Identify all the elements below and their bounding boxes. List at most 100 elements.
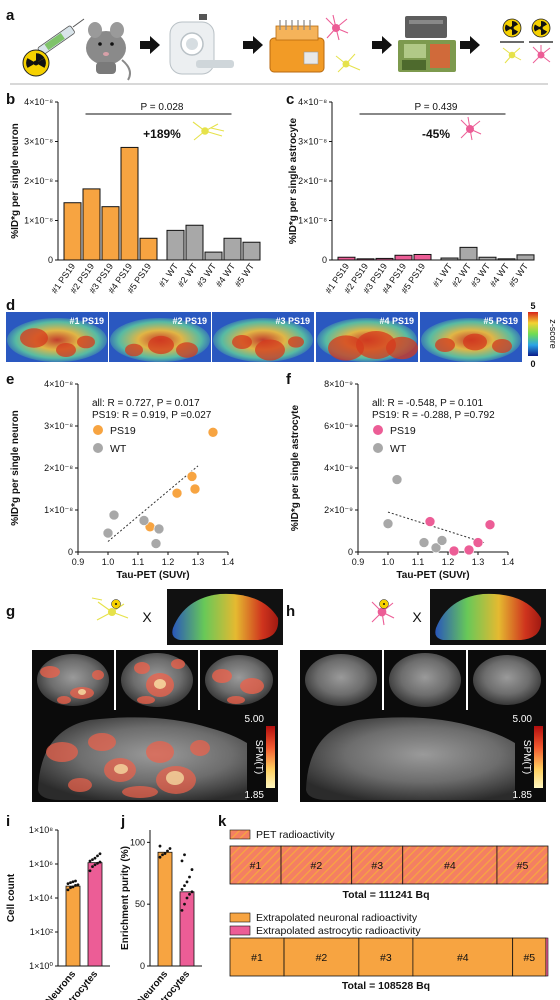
segment-label: #1	[251, 952, 263, 964]
k-total-pet: Total = 111241 Bq	[342, 889, 429, 901]
y-tick-label: 6×10⁻⁹	[324, 421, 353, 431]
y-tick-label: 4×10⁻⁹	[324, 463, 353, 473]
cbar-min: 0	[530, 359, 535, 369]
bar	[356, 258, 375, 261]
stats-all: all: R = -0.548, P = 0.101	[372, 398, 483, 409]
panel-h: X 5.00 1.85 SPM(T)	[300, 589, 546, 802]
replicate-point	[96, 854, 99, 858]
y-axis-label: %ID*g per single neuron	[10, 123, 21, 239]
hot-spot	[125, 343, 143, 357]
replicate-point	[93, 863, 97, 867]
y-tick-label: 0	[348, 547, 353, 557]
replicate-point	[98, 860, 102, 864]
stats-ps19: PS19: R = -0.288, P =0.792	[372, 410, 495, 421]
replicate-point	[180, 908, 184, 912]
stats-all: all: R = 0.727, P = 0.017	[92, 398, 200, 409]
x-tick-label: 1.0	[382, 557, 395, 567]
legend-pet: PET radioactivity	[256, 829, 335, 841]
y-tick-label: 0	[322, 255, 327, 265]
legend-marker	[373, 425, 383, 435]
replicate-point	[91, 858, 94, 862]
legend-marker	[93, 425, 103, 435]
x-tick-label: 1.1	[132, 557, 145, 567]
panel-letter-c: c	[286, 91, 294, 108]
p-value: P = 0.439	[415, 102, 458, 113]
replicate-point	[163, 852, 167, 855]
arrow-icon	[243, 36, 263, 54]
spm-colorbar	[266, 726, 275, 788]
spm-max: 5.00	[513, 714, 533, 725]
replicate-point	[161, 853, 164, 857]
y-axis-label: %ID*g per single neuron	[10, 410, 21, 526]
replicate-point	[93, 856, 97, 860]
replicate-point	[180, 859, 184, 863]
spm-title: SPM(T)	[253, 740, 264, 774]
brain-map-label: #4 PS19	[379, 316, 414, 326]
x-axis-label: Tau-PET (SUVr)	[396, 570, 469, 581]
y-tick-label: 0	[140, 961, 145, 971]
segment-label: #1	[250, 860, 262, 872]
replicate-point	[76, 883, 80, 887]
replicate-point	[88, 869, 92, 873]
data-point	[448, 545, 460, 557]
panel-letter-h: h	[286, 603, 295, 620]
x-tick-label: 0.9	[352, 557, 365, 567]
spm-title: SPM(T)	[521, 740, 532, 774]
segment-label: #4	[444, 860, 456, 872]
panel-letter-g: g	[6, 603, 15, 620]
y-tick-label: 1×10⁻⁸	[24, 216, 53, 226]
replicate-point	[188, 892, 191, 896]
y-tick-label: 2×10⁻⁸	[24, 176, 53, 186]
replicate-point	[183, 884, 186, 888]
bar	[204, 251, 223, 261]
replicate-point	[98, 852, 102, 856]
legend-swatch-neuron	[229, 912, 251, 923]
legend-swatch-pet	[229, 829, 251, 840]
astrocyte-icon	[325, 14, 349, 41]
data-point	[207, 426, 219, 438]
replicate-point	[185, 896, 189, 900]
x-tick-label: 1.1	[412, 557, 425, 567]
legend-marker	[373, 443, 383, 453]
panel-g: X	[32, 589, 283, 802]
y-tick-label: 1×10⁻⁸	[298, 216, 327, 226]
panel-letter-b: b	[6, 91, 15, 108]
replicate-point	[71, 885, 75, 889]
legend-neuron: Extrapolated neuronal radioactivity	[256, 912, 418, 924]
legend-label: PS19	[110, 425, 136, 437]
y-tick-label: 2×10⁻⁸	[44, 463, 73, 473]
brain-map-label: #5 PS19	[483, 316, 518, 326]
segment-label: #5	[523, 952, 535, 964]
y-tick-label: 0	[48, 255, 53, 265]
data-point	[171, 487, 183, 499]
y-tick-label: 1×10⁶	[29, 859, 53, 869]
bar	[375, 257, 394, 261]
hot-spot	[328, 335, 364, 361]
y-tick-label: 50	[135, 899, 145, 909]
data-point	[102, 527, 114, 539]
y-tick-label: 3×10⁻⁸	[298, 137, 327, 147]
y-tick-label: 3×10⁻⁸	[24, 137, 53, 147]
panel-letter-d: d	[6, 297, 15, 314]
x-tick-label: 1.2	[442, 557, 455, 567]
hot-spot	[56, 343, 76, 357]
hot-spot	[386, 336, 418, 360]
hot-spot	[77, 335, 95, 349]
bar	[120, 146, 139, 261]
replicate-point	[183, 853, 186, 857]
x-tick-label: 1.3	[192, 557, 205, 567]
hot-spot	[288, 336, 304, 348]
bar	[65, 885, 81, 967]
brain-map-label: #1 PS19	[69, 316, 104, 326]
chart-b: 0 1×10⁻⁸ 2×10⁻⁸ 3×10⁻⁸ 4×10⁻⁸ %ID*g per singl…	[10, 97, 261, 295]
data-point	[463, 544, 475, 556]
y-tick-label: 3×10⁻⁸	[44, 421, 73, 431]
bar	[87, 862, 103, 967]
pet-scanner-icon	[169, 14, 234, 75]
y-axis-label: %ID*g per single astrocyte	[288, 117, 299, 244]
hot-spot	[492, 339, 512, 353]
data-point	[391, 474, 403, 485]
radioactive-icon	[111, 599, 121, 609]
hot-spot	[232, 335, 252, 349]
bar	[516, 254, 535, 261]
